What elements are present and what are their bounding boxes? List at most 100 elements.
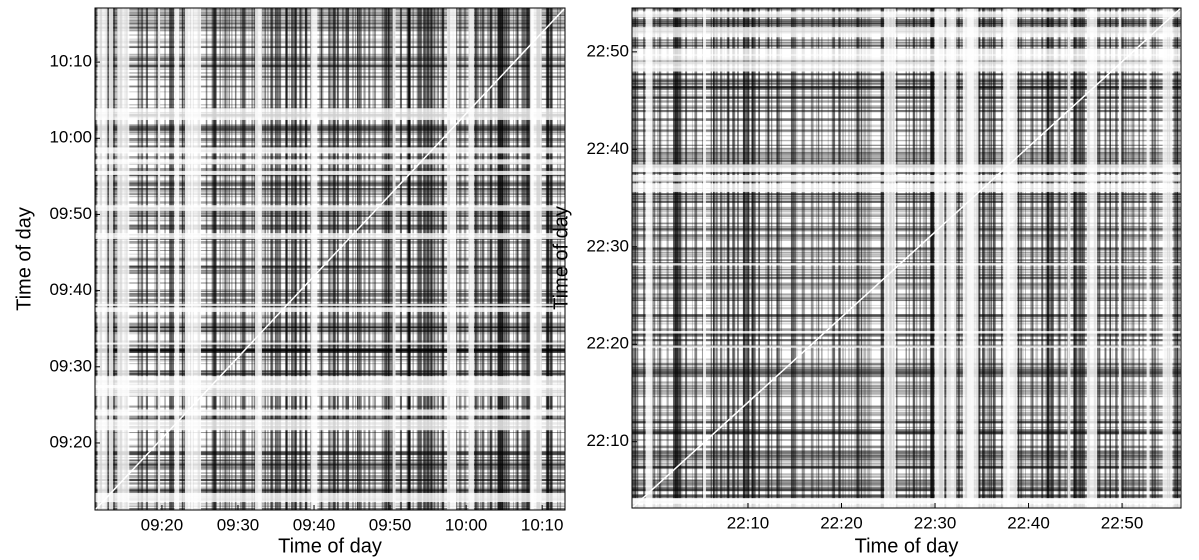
texture-stripe: [746, 8, 749, 508]
texture-stripe: [1074, 8, 1076, 508]
texture-stripe: [915, 8, 917, 508]
texture-stripe: [333, 8, 335, 510]
texture-gap: [632, 61, 1181, 68]
texture-stripe: [1024, 8, 1026, 508]
texture-stripe: [319, 8, 322, 510]
texture-gap: [632, 48, 1181, 56]
texture-stripe: [1177, 8, 1178, 508]
texture-stripe: [1120, 8, 1123, 508]
texture-gap: [95, 419, 565, 431]
texture-stripe: [790, 8, 792, 508]
texture-stripe: [335, 8, 337, 510]
texture-stripe: [632, 314, 1181, 316]
texture-stripe: [632, 496, 1181, 498]
texture-stripe: [860, 8, 862, 508]
texture-gap: [117, 8, 130, 510]
texture-stripe: [356, 8, 360, 510]
texture-stripe: [235, 8, 237, 510]
texture-stripe: [632, 80, 1181, 83]
texture-stripe: [838, 8, 841, 508]
texture-stripe: [341, 8, 344, 510]
texture-stripe: [515, 8, 517, 510]
texture-stripe: [346, 8, 348, 510]
texture-stripe: [1109, 8, 1112, 508]
texture-stripe: [632, 150, 1181, 152]
x-tick-label: 22:10: [727, 513, 770, 532]
texture-stripe: [407, 8, 410, 510]
texture-stripe: [632, 18, 1181, 22]
texture-gap: [184, 8, 193, 510]
texture-stripe: [632, 94, 1181, 97]
texture-stripe: [1000, 8, 1004, 508]
texture-stripe: [632, 475, 1181, 478]
texture-stripe: [436, 8, 439, 510]
texture-stripe: [632, 225, 1181, 227]
texture-gap: [645, 8, 653, 508]
texture-stripe: [791, 8, 793, 508]
texture-stripe: [632, 199, 1181, 203]
texture-stripe: [632, 97, 1181, 99]
texture-stripe: [480, 8, 483, 510]
texture-stripe: [989, 8, 991, 508]
texture-stripe: [427, 8, 429, 510]
texture-stripe: [758, 8, 760, 508]
texture-stripe: [1031, 8, 1034, 508]
texture-stripe: [632, 25, 1181, 29]
texture-gap: [1007, 8, 1018, 508]
texture-stripe: [838, 8, 841, 508]
texture-stripe: [1080, 8, 1082, 508]
texture-stripe: [908, 8, 910, 508]
texture-gap: [174, 8, 180, 510]
texture-stripe: [1131, 8, 1135, 508]
texture-stripe: [632, 367, 1181, 370]
y-tick-label: 22:50: [586, 41, 629, 60]
texture-stripe: [896, 8, 898, 508]
texture-stripe: [299, 8, 303, 510]
texture-stripe: [334, 8, 336, 510]
texture-stripe: [791, 8, 794, 508]
texture-stripe: [407, 8, 409, 510]
texture-stripe: [632, 9, 1181, 11]
texture-stripe: [1046, 8, 1050, 508]
texture-stripe: [653, 8, 656, 508]
texture-stripe: [632, 320, 1181, 322]
texture-stripe: [632, 105, 1181, 108]
texture-stripe: [632, 209, 1181, 210]
texture-stripe: [632, 277, 1181, 280]
texture-stripe: [867, 8, 870, 508]
texture-stripe: [821, 8, 823, 508]
texture-stripe: [632, 82, 1181, 84]
x-axis-title: Time of day: [278, 535, 382, 557]
texture-stripe: [456, 8, 457, 510]
texture-stripe: [643, 8, 645, 508]
texture-stripe: [651, 8, 654, 508]
texture-stripe: [355, 8, 356, 510]
texture-stripe: [234, 8, 237, 510]
texture-stripe: [363, 8, 366, 510]
texture-stripe: [632, 160, 1181, 162]
texture-stripe: [347, 8, 349, 510]
texture-stripe: [276, 8, 278, 510]
texture-stripe: [285, 8, 288, 510]
texture-stripe: [753, 8, 756, 508]
x-tick-label: 22:50: [1101, 513, 1144, 532]
texture-stripe: [857, 8, 860, 508]
texture-gap: [95, 170, 565, 175]
texture-stripe: [632, 479, 1181, 482]
texture-stripe: [632, 236, 1181, 240]
texture-stripe: [527, 8, 529, 510]
texture-stripe: [383, 8, 386, 510]
texture-stripe: [407, 8, 410, 510]
texture-stripe: [632, 299, 1181, 302]
texture-stripe: [632, 227, 1181, 230]
texture-stripe: [1019, 8, 1022, 508]
x-tick-label: 22:20: [820, 513, 863, 532]
texture-stripe: [171, 8, 174, 510]
texture-stripe: [848, 8, 850, 508]
texture-stripe: [299, 8, 301, 510]
texture-stripe: [490, 8, 493, 510]
texture-stripe: [632, 158, 1181, 161]
texture-stripe: [183, 8, 185, 510]
texture-stripe: [412, 8, 414, 510]
texture-stripe: [205, 8, 208, 510]
